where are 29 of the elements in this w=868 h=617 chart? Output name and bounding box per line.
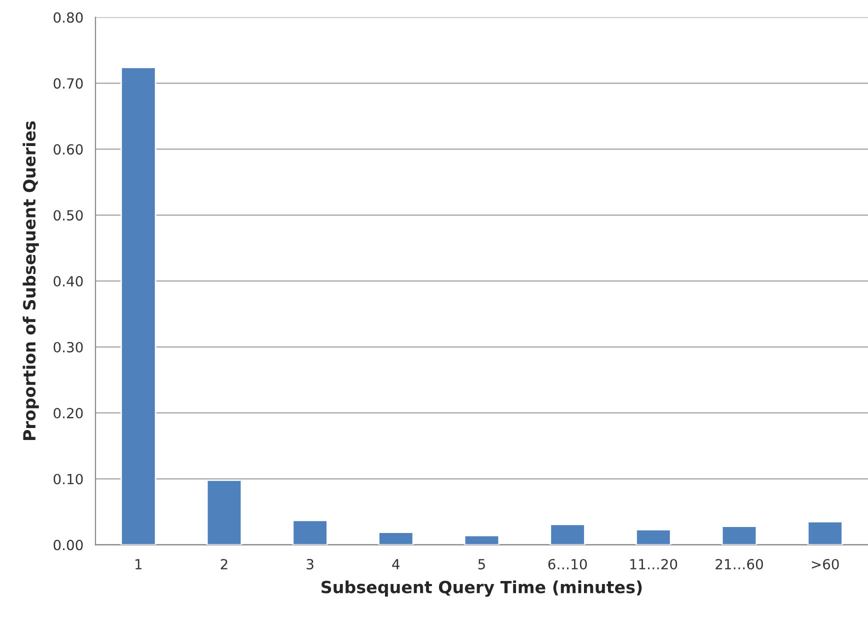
y-tick-label: 0.00 bbox=[54, 540, 83, 550]
x-tick-label: 21…60 bbox=[716, 558, 763, 570]
bar bbox=[120, 66, 156, 545]
x-tick-label: 2 bbox=[220, 558, 228, 570]
bar bbox=[378, 532, 414, 545]
y-tick-label: 0.20 bbox=[54, 408, 83, 418]
x-tick-label: 6…10 bbox=[548, 558, 587, 570]
bar bbox=[807, 521, 843, 545]
bar bbox=[464, 534, 500, 545]
y-tick-label: 0.10 bbox=[54, 474, 83, 484]
bar bbox=[550, 524, 586, 545]
y-tick-label: 0.30 bbox=[54, 342, 83, 352]
x-tick-label: >60 bbox=[812, 558, 839, 570]
y-tick-label: 0.60 bbox=[54, 144, 83, 155]
y-tick-label: 0.50 bbox=[54, 210, 83, 221]
y-tick-label: 0.80 bbox=[54, 12, 83, 23]
x-tick-label: 11…20 bbox=[630, 558, 678, 570]
y-axis-title: Proportion of Subsequent Queries bbox=[22, 121, 39, 440]
x-tick-label: 5 bbox=[478, 559, 485, 570]
bar bbox=[636, 528, 672, 545]
y-tick-label: 0.70 bbox=[54, 78, 83, 89]
x-tick-label: 3 bbox=[306, 558, 314, 570]
x-tick-label: 4 bbox=[392, 559, 400, 570]
x-axis-title: Subsequent Query Time (minutes) bbox=[322, 580, 642, 597]
x-tick-label: 1 bbox=[136, 559, 142, 570]
bar bbox=[292, 520, 328, 545]
y-tick-label: 0.40 bbox=[54, 276, 83, 287]
bar bbox=[721, 526, 758, 545]
bar bbox=[206, 479, 242, 545]
